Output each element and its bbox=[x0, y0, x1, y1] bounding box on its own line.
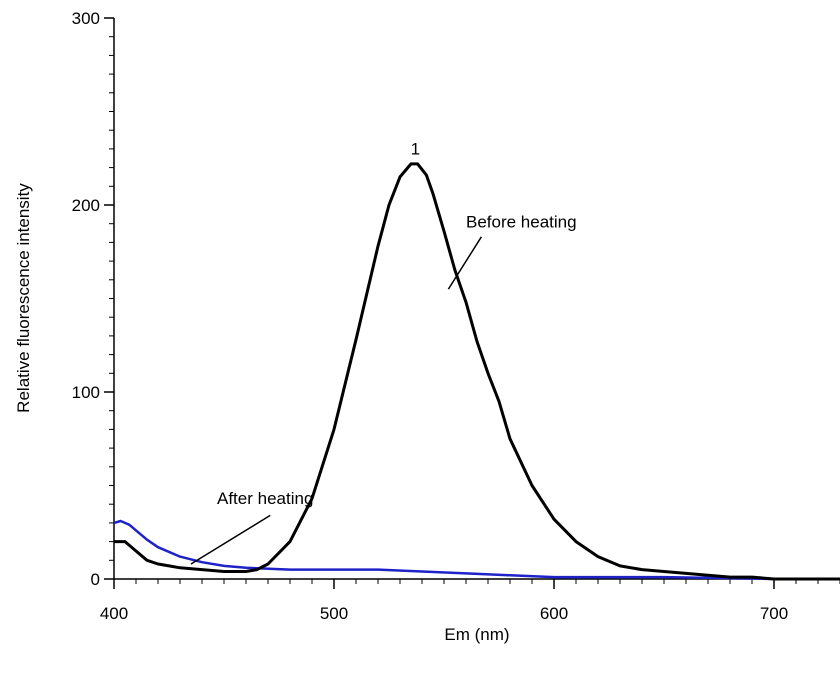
x-axis-label: Em (nm) bbox=[444, 625, 509, 644]
y-tick-label: 200 bbox=[72, 196, 100, 215]
y-tick-label: 100 bbox=[72, 383, 100, 402]
x-tick-label: 600 bbox=[540, 604, 568, 623]
peak-label: 1 bbox=[411, 140, 420, 159]
x-major-ticks bbox=[113, 579, 775, 589]
x-tick-label: 400 bbox=[100, 604, 128, 623]
y-minor-ticks bbox=[109, 36, 114, 561]
before-heating-label: Before heating bbox=[466, 212, 577, 231]
x-tick-label: 500 bbox=[320, 604, 348, 623]
x-tick-labels: 400 500 600 700 bbox=[100, 604, 788, 623]
series-line-after-heating bbox=[113, 519, 840, 581]
before-heating-pointer bbox=[447, 236, 483, 290]
y-tick-label: 300 bbox=[72, 9, 100, 28]
x-minor-ticks bbox=[135, 579, 840, 584]
after-heating-pointer bbox=[190, 514, 271, 565]
y-major-ticks bbox=[104, 17, 114, 580]
y-tick-label: 0 bbox=[91, 570, 100, 589]
after-heating-label: After heating bbox=[217, 489, 313, 508]
y-tick-labels: 0 100 200 300 bbox=[72, 9, 100, 589]
y-axis-label: Relative fluorescence intensity bbox=[14, 183, 33, 413]
series-line-before-heating bbox=[114, 162, 840, 581]
x-tick-label: 700 bbox=[760, 604, 788, 623]
